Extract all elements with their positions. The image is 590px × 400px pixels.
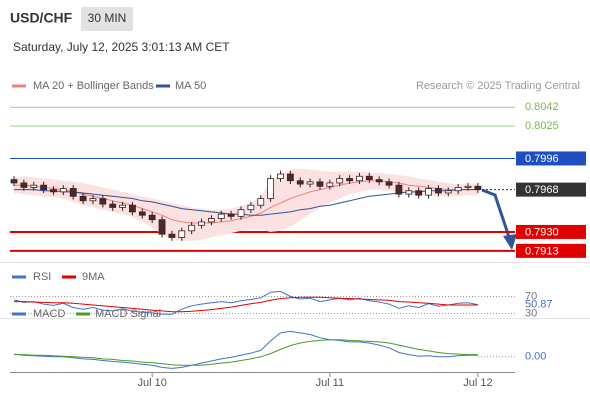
legend-label: MA 50 xyxy=(175,80,206,92)
indicator-line xyxy=(14,339,478,366)
y-tick-label: 30 xyxy=(525,307,537,319)
x-tick-label: Jul 10 xyxy=(138,377,167,389)
indicator-line xyxy=(14,296,478,313)
candle-body xyxy=(178,230,186,238)
indicator-line xyxy=(13,290,478,315)
candle-body xyxy=(168,233,176,238)
y-tick-label: 0.00 xyxy=(525,351,546,363)
level-box xyxy=(516,243,586,258)
candle-body xyxy=(464,185,472,188)
candle-body xyxy=(267,178,275,199)
legend-label: 9MA xyxy=(82,271,105,283)
forecast-arrow xyxy=(481,188,512,241)
candle-body xyxy=(50,189,57,193)
candle-body xyxy=(286,173,294,182)
candle-body xyxy=(247,204,255,211)
candle-body xyxy=(316,181,324,187)
level-label: 0.7996 xyxy=(525,153,559,165)
level-label: 0.7913 xyxy=(525,245,559,257)
candle-body xyxy=(198,221,205,226)
candle-body xyxy=(385,181,393,186)
level-label: 0.8042 xyxy=(525,101,559,113)
y-tick-label: 70 xyxy=(525,290,537,302)
level-label: 0.7968 xyxy=(525,184,559,196)
timeframe: 30 MIN xyxy=(88,11,127,25)
bollinger-band xyxy=(14,168,478,241)
ma-line xyxy=(14,180,478,224)
candle-body xyxy=(356,175,363,182)
candle-body xyxy=(444,190,452,194)
candle-body xyxy=(119,204,126,208)
candle-body xyxy=(454,187,462,192)
level-box xyxy=(516,182,586,197)
x-tick-label: Jul 11 xyxy=(316,377,345,389)
level-label: 0.7930 xyxy=(525,226,559,238)
candle-body xyxy=(306,181,314,185)
candle-body xyxy=(326,182,334,187)
candle-body xyxy=(89,198,97,202)
level-label: 0.8025 xyxy=(525,120,559,132)
candle-body xyxy=(217,213,225,219)
legend-label: MACD Signal xyxy=(95,308,161,320)
candle-body xyxy=(277,173,284,179)
candle-body xyxy=(336,178,344,184)
candle-body xyxy=(109,203,117,208)
candle-body xyxy=(59,188,67,193)
candle-body xyxy=(20,182,28,188)
candle-body xyxy=(474,185,482,191)
source: Research © 2025 Trading Central xyxy=(416,80,580,92)
date: Saturday, July 12, 2025 3:01:13 AM CET xyxy=(13,40,230,54)
candle-body xyxy=(425,188,432,196)
forecast-arrowhead xyxy=(503,234,517,250)
candle-body xyxy=(40,184,48,191)
candle-body xyxy=(69,188,77,197)
legend-label: MA 20 + Bollinger Bands xyxy=(33,80,154,92)
candle-body xyxy=(158,219,166,235)
candle-body xyxy=(207,218,215,223)
candle-body xyxy=(435,188,442,194)
candle-body xyxy=(79,195,87,202)
x-tick-label: Jul 12 xyxy=(463,377,492,389)
candle-body xyxy=(129,204,136,213)
candle-body xyxy=(227,213,235,217)
candle-body xyxy=(138,211,146,216)
legend-label: MACD xyxy=(33,308,65,320)
candle-body xyxy=(296,180,304,185)
candle-body xyxy=(99,198,107,205)
candle-body xyxy=(415,190,423,196)
symbol-title: USD/CHF xyxy=(10,10,73,26)
candle-body xyxy=(375,179,383,183)
candle-body xyxy=(148,214,156,221)
value-label: 50.87 xyxy=(525,299,553,311)
candle-body xyxy=(395,184,403,195)
timeframe-badge xyxy=(81,7,133,31)
level-box xyxy=(516,224,586,239)
level-box xyxy=(516,151,586,166)
candle-body xyxy=(237,209,245,217)
candle-body xyxy=(346,178,353,182)
candle-body xyxy=(10,179,18,184)
candle-body xyxy=(188,224,196,232)
candle-body xyxy=(257,198,265,206)
candle-body xyxy=(30,184,38,188)
candle-body xyxy=(365,175,373,181)
indicator-line xyxy=(13,330,478,369)
legend-label: RSI xyxy=(33,271,51,283)
candle-body xyxy=(405,190,413,195)
